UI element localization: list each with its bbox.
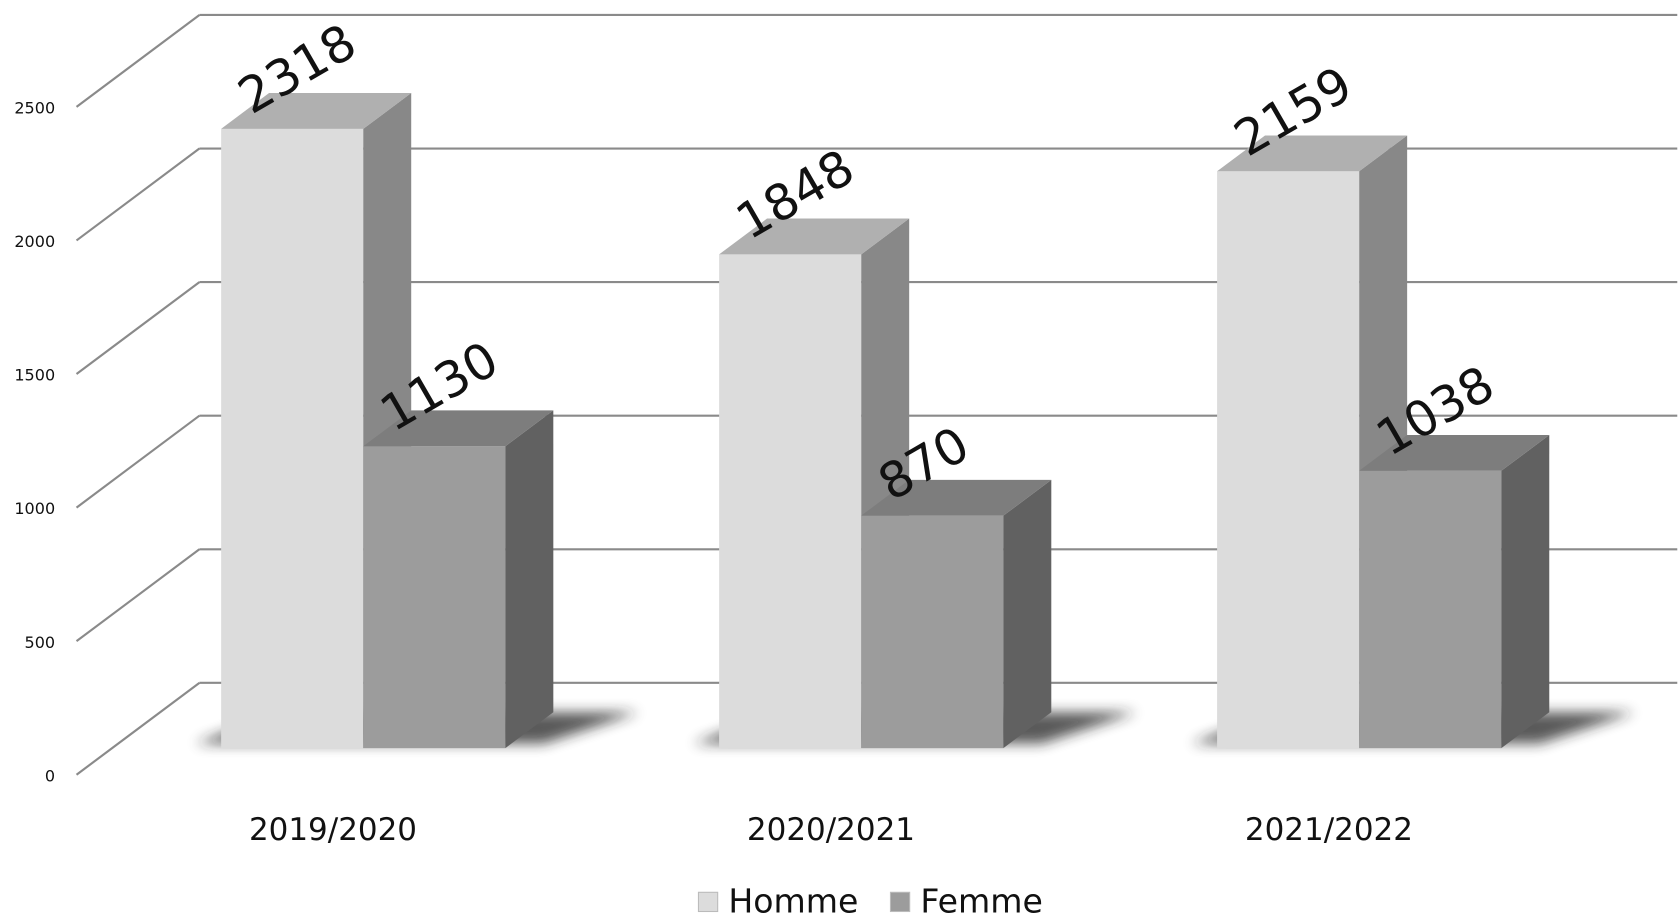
bar-side (1003, 479, 1052, 749)
legend-label: Femme (920, 881, 1042, 919)
y-tick-label: 1000 (14, 499, 55, 518)
y-tick-label: 2500 (14, 98, 55, 117)
grid-line-depth (75, 147, 201, 242)
bar (363, 410, 554, 749)
grid-line-depth (75, 548, 201, 643)
legend-swatch (889, 891, 911, 913)
bar-top (221, 92, 412, 129)
bar-top (1217, 135, 1408, 172)
bar-top (861, 479, 1052, 516)
legend-swatch (697, 891, 719, 913)
x-tick-label: 2021/2022 (1245, 812, 1413, 848)
bar-side (505, 410, 554, 749)
grid-line-depth (75, 681, 201, 776)
bar-front (363, 446, 506, 749)
bar-front (861, 515, 1004, 749)
bar-front (1217, 171, 1360, 749)
bar-side (1501, 434, 1550, 749)
y-tick-label: 1500 (14, 366, 55, 385)
bar-top (363, 410, 554, 447)
y-tick-label: 2000 (14, 232, 55, 251)
bar-top (1359, 434, 1550, 471)
bar-front (221, 128, 364, 749)
grid-line-depth (75, 14, 201, 108)
grid-line-depth (75, 281, 201, 375)
x-tick-label: 2019/2020 (249, 812, 417, 848)
y-tick-label: 500 (25, 633, 56, 652)
bar (1359, 434, 1550, 749)
x-tick-label: 2020/2021 (747, 812, 915, 848)
grid-line-depth (75, 414, 201, 509)
legend-label: Homme (728, 881, 858, 919)
bar-top (719, 218, 910, 255)
bar-front (1359, 470, 1502, 749)
bar-front (719, 254, 862, 749)
y-tick-label: 0 (45, 766, 55, 785)
bar (861, 479, 1052, 749)
